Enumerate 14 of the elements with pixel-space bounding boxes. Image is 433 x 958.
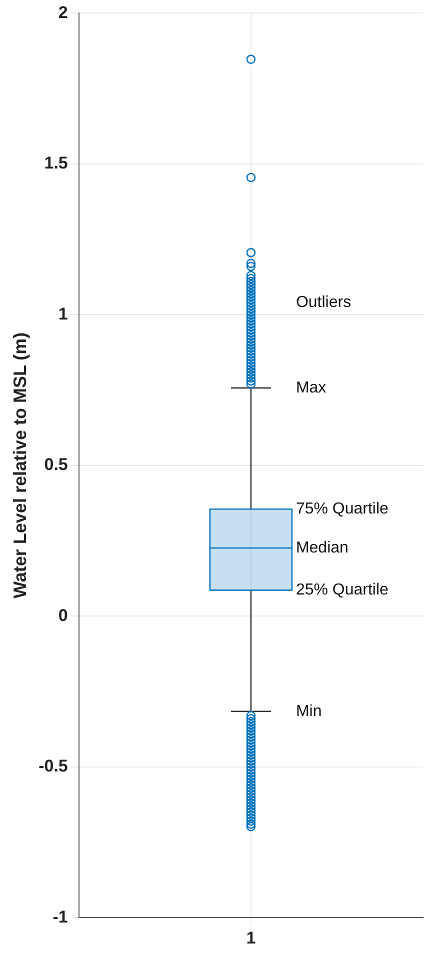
annotation: 75% Quartile [296,500,389,518]
annotation: 25% Quartile [296,582,389,599]
y-tick-label: 1 [58,304,68,324]
y-tick-label: 0 [58,606,68,625]
y-tick-label: 2 [58,2,68,22]
annotation: Median [296,539,348,556]
y-tick-label: -1 [52,907,68,926]
y-tick-label: 0.5 [44,455,68,474]
y-axis-title: Water Level relative to MSL (m) [10,332,30,598]
y-tick-label: 1.5 [44,154,68,173]
y-tick-label: -0.5 [38,756,68,776]
annotation: Max [296,379,326,396]
annotation: Min [296,702,322,720]
text: Outliers [296,294,352,312]
